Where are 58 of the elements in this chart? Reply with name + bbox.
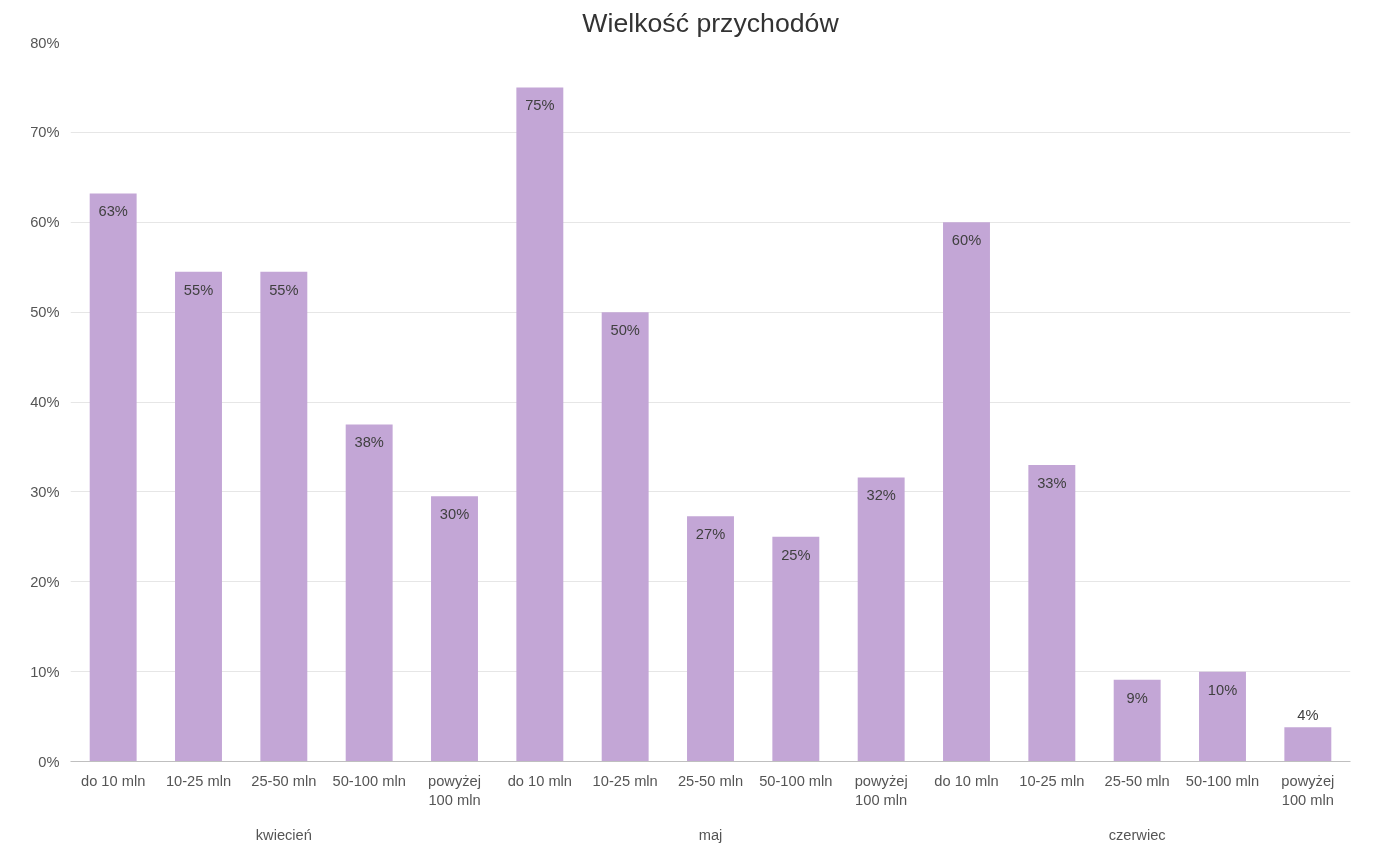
data-label: 25% [781,546,811,563]
x-tick-label: powyżej 100 mln [854,772,908,808]
bar [345,424,393,762]
x-tick-label: 25-50 mln [251,772,317,789]
bar [516,87,564,762]
bar [89,193,137,762]
y-tick-label: 80% [30,34,60,51]
x-tick-label: powyżej 100 mln [428,772,481,808]
bar [772,536,820,762]
data-label: 38% [354,434,384,451]
y-tick-label: 10% [30,663,60,680]
x-tick-label: 50-100 mln [1185,772,1260,789]
y-tick-label: 20% [30,573,60,590]
data-label: 10% [1207,681,1238,698]
data-label: 9% [1126,689,1148,706]
data-label: 4% [1297,707,1319,724]
bar [943,222,990,762]
data-label: 27% [695,526,726,543]
y-tick-label: 70% [30,124,60,141]
x-tick-label: 50-100 mln [332,772,406,789]
text: czerwiec [1108,826,1166,843]
bar [601,312,649,762]
bar [1284,727,1332,762]
y-tick-label: 50% [30,304,60,321]
x-tick-label: powyżej 100 mln [1281,772,1335,808]
bar [1113,679,1161,762]
y-tick-label: 60% [30,214,60,231]
y-tick-label: 30% [30,483,60,500]
x-tick-label: 25-50 mln [677,772,744,789]
data-label: 50% [610,322,640,339]
x-tick-label: 25-50 mln [1104,772,1170,789]
x-tick-label: 10-25 mln [592,772,658,789]
data-label: 63% [98,203,128,220]
data-label: 30% [439,506,470,523]
bar [1028,464,1076,762]
x-tick-label: 10-25 mln [1019,772,1085,789]
data-label: 60% [951,232,982,249]
x-tick-label: 10-25 mln [165,772,232,789]
bar [260,271,308,762]
data-label: 32% [866,487,896,504]
text: kwiecień [255,826,312,843]
x-tick-label: do 10 mln [507,772,573,789]
bar [431,496,478,762]
data-label: 33% [1037,474,1067,491]
x-tick-label: do 10 mln [934,772,999,789]
bar [175,271,222,762]
bar [687,516,734,762]
x-tick-label: 50-100 mln [759,772,833,789]
bar [1199,671,1246,762]
bar [857,477,905,762]
y-tick-label: 40% [30,394,60,410]
data-label: 75% [525,97,555,114]
y-tick-label: 0% [38,753,60,770]
data-label: 55% [269,281,299,298]
text: maj [698,826,723,843]
data-label: 55% [183,281,214,298]
x-tick-label: do 10 mln [80,772,146,789]
chart-title: Wielkość przychodów [582,7,840,38]
